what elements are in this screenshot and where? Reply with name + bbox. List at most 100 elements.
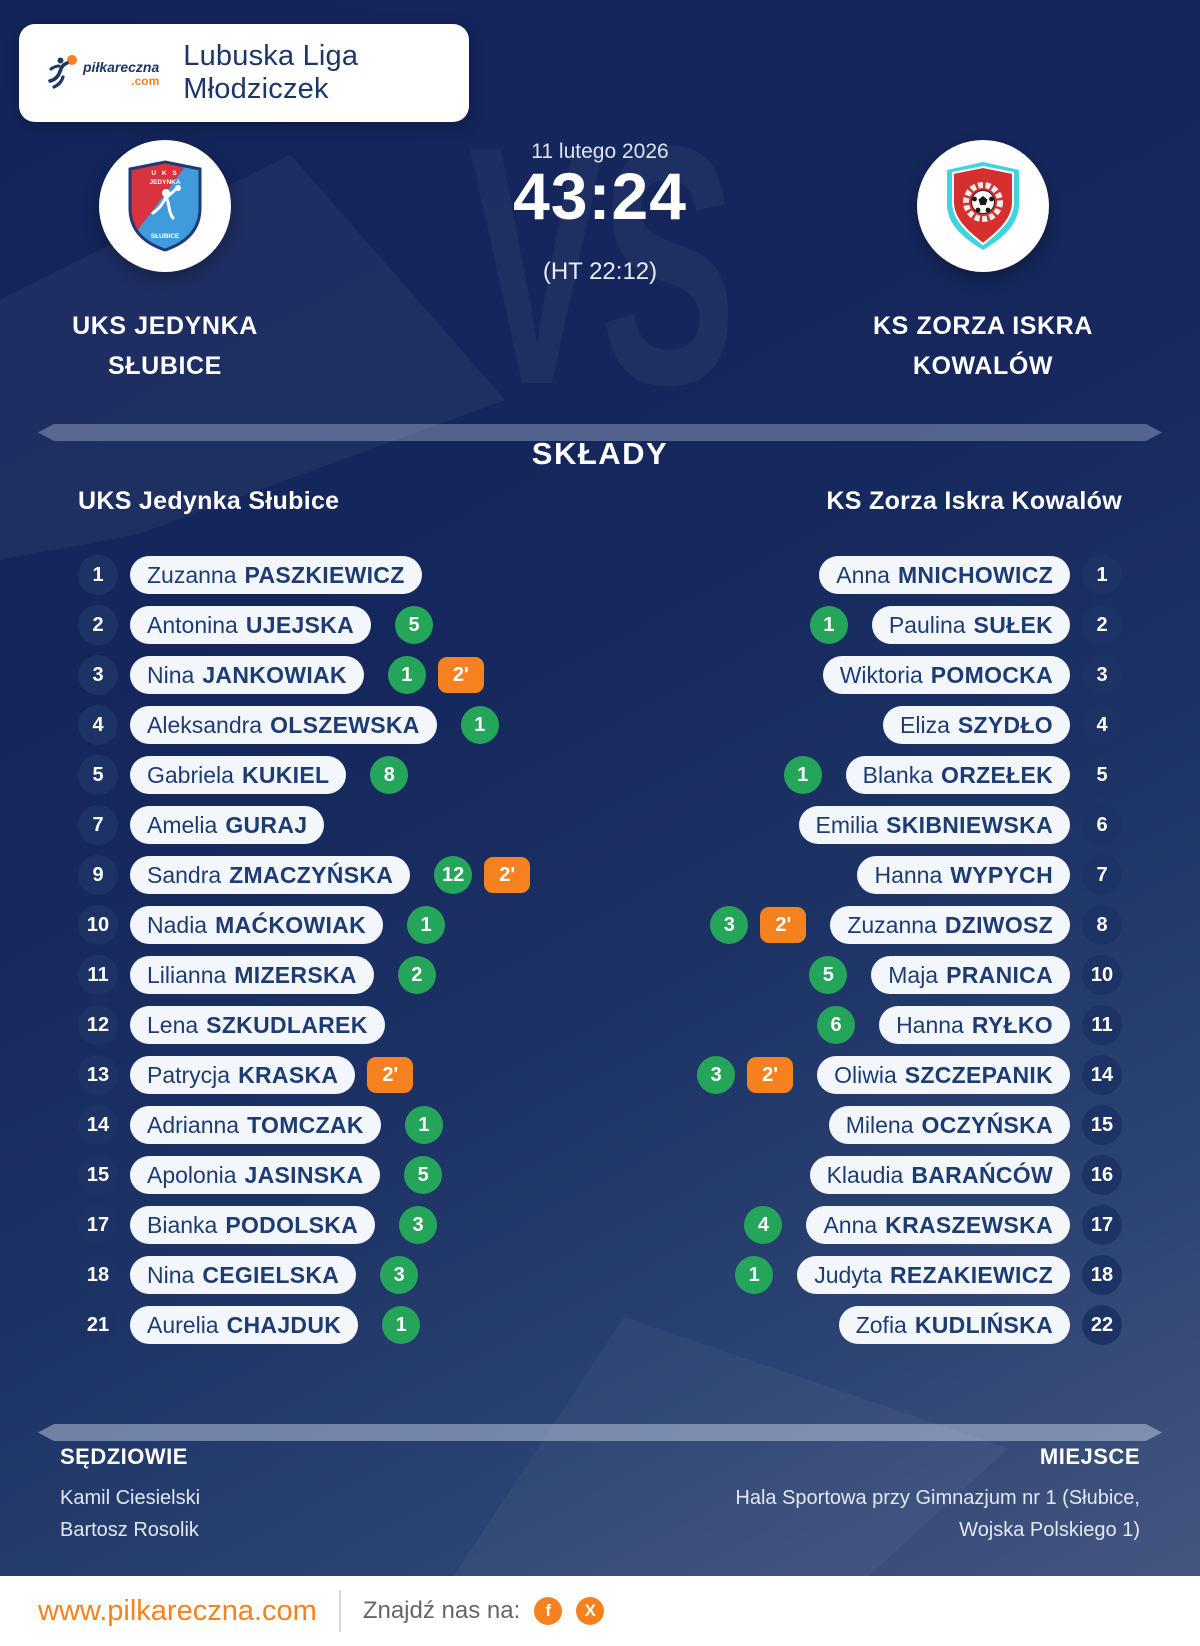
goals-badge: 2 [397, 956, 436, 994]
player-number: 5 [1082, 755, 1122, 795]
player-first-name: Adrianna [147, 1111, 240, 1138]
goals-badge: 3 [697, 1056, 736, 1094]
home-roster-header: UKS Jedynka Słubice [78, 487, 340, 515]
player-first-name: Amelia [147, 811, 218, 838]
player-last-name: WYPYCH [950, 861, 1053, 888]
facebook-icon[interactable]: f [534, 1597, 563, 1625]
player-row: Milena OCZYŃSKA 15 [610, 1105, 1122, 1145]
player-row: Anna MNICHOWICZ 1 [610, 555, 1122, 595]
player-name-pill: Anna MNICHOWICZ [819, 556, 1070, 594]
venue-name: Hala Sportowa przy Gimnazjum nr 1 (Słubi… [735, 1487, 1140, 1541]
player-last-name: ORZEŁEK [941, 761, 1053, 788]
player-number: 15 [1082, 1105, 1122, 1145]
player-row: 10 Nadia MAĆKOWIAK 1 [78, 905, 590, 945]
player-row: 3 Nina JANKOWIAK 1 2' [78, 655, 590, 695]
goals-badge: 1 [404, 1106, 443, 1144]
player-number: 1 [1082, 555, 1122, 595]
player-first-name: Gabriela [147, 761, 234, 788]
player-name-pill: Milena OCZYŃSKA [828, 1106, 1070, 1144]
away-team-block: KS ZORZA ISKRA KOWALÓW [818, 140, 1148, 386]
player-name-pill: Hanna WYPYCH [857, 856, 1070, 894]
x-twitter-icon[interactable]: X [576, 1597, 605, 1625]
player-number: 12 [78, 1005, 118, 1045]
away-team-name-line2: KOWALÓW [912, 352, 1054, 380]
player-first-name: Maja [888, 961, 939, 988]
player-first-name: Nina [147, 661, 195, 688]
pilkareczna-logo: piłkareczna .com [45, 53, 159, 94]
player-first-name: Emilia [815, 811, 879, 838]
player-name-pill: Klaudia BARAŃCÓW [809, 1156, 1070, 1194]
vs-watermark: VS [240, 96, 960, 436]
venue-label: MIEJSCE [1039, 1444, 1140, 1469]
player-first-name: Eliza [900, 711, 950, 738]
section-divider [38, 424, 1162, 441]
goals-badge: 1 [735, 1256, 774, 1294]
player-first-name: Zuzanna [847, 911, 937, 938]
player-first-name: Antonina [147, 611, 238, 638]
away-team-name: KS ZORZA ISKRA KOWALÓW [818, 306, 1148, 386]
referees-block: SĘDZIOWIE Kamil Ciesielski Bartosz Rosol… [60, 1444, 200, 1546]
player-first-name: Anna [836, 561, 890, 588]
player-last-name: PRANICA [946, 961, 1053, 988]
player-last-name: KUDLIŃSKA [914, 1311, 1053, 1338]
player-last-name: UJEJSKA [245, 611, 355, 638]
player-row: 4 Anna KRASZEWSKA 17 [610, 1205, 1122, 1245]
crest-text: JEDYNKA [149, 179, 180, 186]
player-number: 13 [78, 1055, 118, 1095]
player-row: 5 Gabriela KUKIEL 8 [78, 755, 590, 795]
player-last-name: GURAJ [225, 811, 308, 838]
player-name-pill: Gabriela KUKIEL [130, 756, 347, 794]
player-number: 17 [78, 1205, 118, 1245]
player-row: 18 Nina CEGIELSKA 3 [78, 1255, 590, 1295]
player-row: Klaudia BARAŃCÓW 16 [610, 1155, 1122, 1195]
player-name-pill: Amelia GURAJ [130, 806, 325, 844]
player-row: 6 Hanna RYŁKO 11 [610, 1005, 1122, 1045]
player-row: 3 2' Oliwia SZCZEPANIK 14 [610, 1055, 1122, 1095]
player-number: 5 [78, 755, 118, 795]
footer-bar: www.pilkareczna.com Znajdź nas na: f X [0, 1576, 1200, 1646]
player-last-name: KRASZEWSKA [885, 1211, 1053, 1238]
player-row: 4 Aleksandra OLSZEWSKA 1 [78, 705, 590, 745]
player-name-pill: Lilianna MIZERSKA [130, 956, 374, 994]
logo-word: piłkareczna [83, 58, 160, 75]
player-row: 9 Sandra ZMACZYŃSKA 12 2' [78, 855, 590, 895]
player-number: 22 [1082, 1305, 1122, 1345]
penalty-2min-badge: 2' [747, 1057, 794, 1093]
player-first-name: Blanka [862, 761, 933, 788]
goals-badge: 1 [387, 656, 426, 694]
penalty-2min-badge: 2' [760, 907, 807, 943]
player-last-name: DZIWOSZ [944, 911, 1053, 938]
player-first-name: Aurelia [147, 1311, 219, 1338]
player-name-pill: Zuzanna PASZKIEWICZ [130, 556, 422, 594]
pilkareczna-wordmark: piłkareczna .com [83, 60, 159, 87]
player-first-name: Nadia [147, 911, 208, 938]
player-first-name: Hanna [896, 1011, 964, 1038]
player-name-pill: Adrianna TOMCZAK [130, 1106, 381, 1144]
player-first-name: Anna [823, 1211, 878, 1238]
player-row: Emilia SKIBNIEWSKA 6 [610, 805, 1122, 845]
player-row: 21 Aurelia CHAJDUK 1 [78, 1305, 590, 1345]
player-name-pill: Aleksandra OLSZEWSKA [130, 706, 437, 744]
player-name-pill: Anna KRASZEWSKA [806, 1206, 1070, 1244]
player-row: 17 Bianka PODOLSKA 3 [78, 1205, 590, 1245]
player-last-name: SZKUDLAREK [206, 1011, 368, 1038]
player-last-name: OLSZEWSKA [270, 711, 420, 738]
player-number: 18 [1082, 1255, 1122, 1295]
player-row: 5 Maja PRANICA 10 [610, 955, 1122, 995]
player-name-pill: Wiktoria POMOCKA [822, 656, 1070, 694]
home-roster: 1 Zuzanna PASZKIEWICZ 2 Antonina UJEJSKA 5 3 Nin… [78, 555, 590, 1345]
player-first-name: Bianka [147, 1211, 218, 1238]
player-row: 3 2' Zuzanna DZIWOSZ 8 [610, 905, 1122, 945]
player-last-name: JASINSKA [244, 1161, 364, 1188]
player-number: 21 [78, 1305, 118, 1345]
player-row: Zofia KUDLIŃSKA 22 [610, 1305, 1122, 1345]
player-number: 14 [1082, 1055, 1122, 1095]
player-name-pill: Hanna RYŁKO [879, 1006, 1070, 1044]
halftime-score: (HT 22:12) [542, 258, 658, 285]
player-last-name: SKIBNIEWSKA [886, 811, 1053, 838]
website-link[interactable]: www.pilkareczna.com [38, 1594, 317, 1627]
goals-badge: 3 [399, 1206, 438, 1244]
player-last-name: CEGIELSKA [202, 1261, 340, 1288]
player-name-pill: Emilia SKIBNIEWSKA [798, 806, 1070, 844]
player-number: 3 [1082, 655, 1122, 695]
